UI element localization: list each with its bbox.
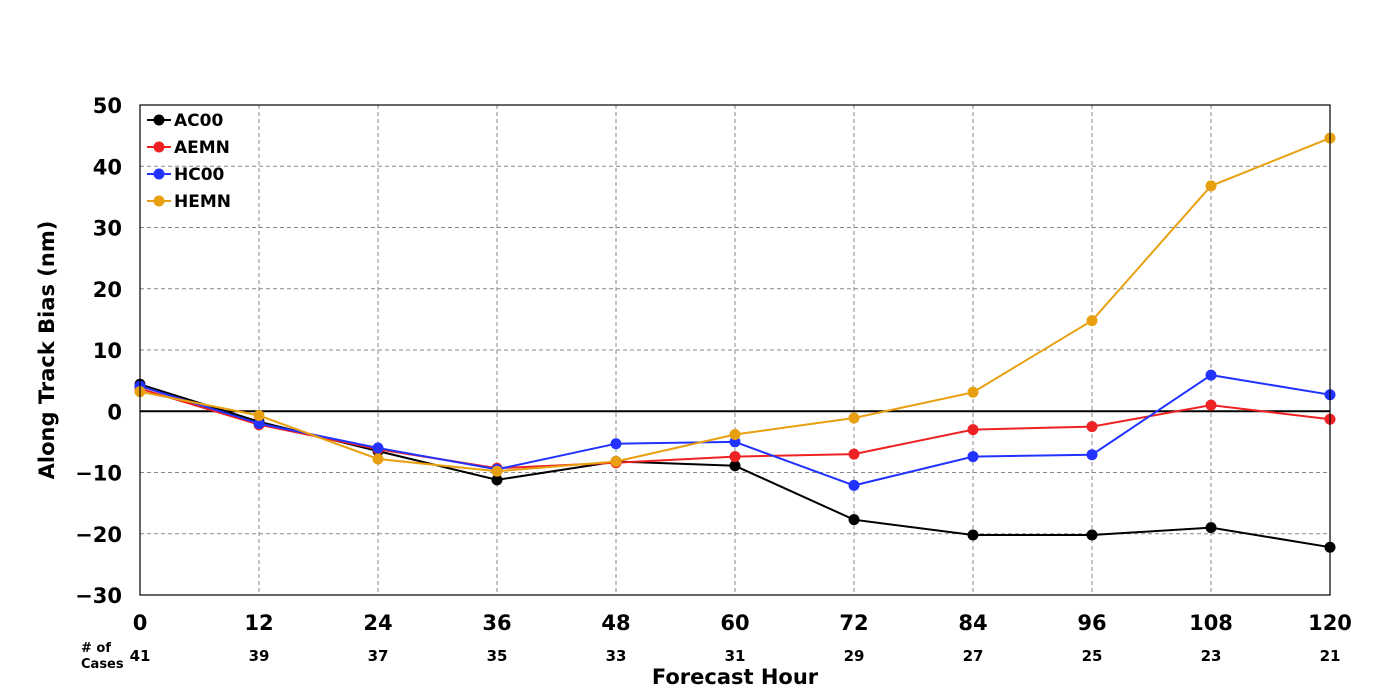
legend-marker: [153, 168, 165, 180]
y-tick-label: 50: [93, 94, 122, 118]
x-axis-title: Forecast Hour: [652, 665, 819, 689]
data-point: [610, 438, 622, 450]
plot-frame: [139, 104, 1331, 596]
data-point: [1205, 180, 1217, 192]
y-axis-title: Along Track Bias (nm): [35, 221, 59, 480]
case-count-label: 25: [1082, 647, 1103, 665]
case-count-label: 33: [606, 647, 627, 665]
data-point: [491, 474, 503, 486]
x-tick-labels: 0 12 24 36 48 60 72 84 96 108 120: [133, 611, 1352, 635]
y-tick-label: 40: [93, 155, 122, 179]
legend-marker: [153, 114, 165, 126]
data-point: [372, 453, 384, 465]
x-tick-label: 84: [958, 611, 987, 635]
legend-item: HC00: [147, 165, 225, 185]
data-point: [253, 418, 265, 429]
data-point: [848, 412, 860, 424]
y-tick-label: 30: [93, 217, 122, 241]
data-point: [610, 455, 622, 467]
data-point: [967, 451, 979, 463]
legend-label: AEMN: [174, 138, 230, 158]
case-count-label: 21: [1320, 647, 1341, 665]
data-point: [1086, 529, 1098, 541]
case-count-label: 41: [130, 647, 151, 665]
x-tick-label: 108: [1189, 611, 1233, 635]
legend-label: HEMN: [174, 192, 231, 212]
data-point: [967, 529, 979, 541]
series-lines: [134, 132, 1336, 553]
y-tick-label: −30: [75, 584, 122, 608]
case-count-label: 27: [963, 647, 984, 665]
data-point: [253, 410, 265, 422]
x-tick-label: 96: [1077, 611, 1106, 635]
data-point: [1205, 369, 1217, 381]
case-count-label: 35: [487, 647, 508, 665]
legend-item: AEMN: [147, 138, 230, 158]
legend: AC00 AEMN HC00 HEMN: [147, 111, 231, 212]
case-count-labels: 41 39 37 35 33 31 29 27 25 23 21: [130, 647, 1341, 665]
y-tick-label: −20: [75, 523, 122, 547]
series-hemn: [134, 132, 1336, 477]
data-point: [729, 460, 741, 472]
y-tick-label: 0: [107, 400, 122, 424]
data-point: [1205, 522, 1217, 534]
x-tick-label: 36: [482, 611, 511, 635]
legend-label: HC00: [174, 165, 225, 185]
data-point: [848, 448, 860, 460]
x-tick-label: 48: [601, 611, 630, 635]
case-count-label: 29: [844, 647, 865, 665]
case-count-label: 23: [1201, 647, 1222, 665]
y-tick-labels: 50 40 30 20 10 0 −10 −20 −30: [75, 94, 122, 608]
legend-marker: [153, 195, 165, 207]
legend-label: AC00: [174, 111, 223, 131]
x-tick-label: 72: [839, 611, 868, 635]
legend-marker: [153, 141, 165, 153]
data-point: [1086, 449, 1098, 461]
x-tick-label: 0: [133, 611, 148, 635]
y-tick-label: 20: [93, 278, 122, 302]
cases-title-line1: # of: [81, 641, 111, 656]
data-point: [1086, 421, 1098, 433]
data-point: [967, 386, 979, 398]
data-point: [848, 479, 860, 491]
case-count-label: 39: [249, 647, 270, 665]
cases-title-line2: Cases: [81, 657, 124, 672]
x-tick-label: 24: [363, 611, 392, 635]
data-point: [967, 424, 979, 436]
data-point: [1205, 399, 1217, 411]
legend-item: AC00: [147, 111, 223, 131]
data-point: [372, 442, 384, 454]
y-tick-label: 10: [93, 339, 122, 363]
legend-item: HEMN: [147, 192, 231, 212]
case-count-label: 37: [368, 647, 389, 665]
data-point: [1086, 315, 1098, 327]
x-tick-label: 12: [244, 611, 273, 635]
case-count-label: 31: [725, 647, 746, 665]
data-point: [491, 465, 503, 477]
x-tick-label: 120: [1308, 611, 1352, 635]
grid: [139, 104, 1331, 596]
data-point: [729, 429, 741, 441]
x-tick-label: 60: [720, 611, 749, 635]
data-point: [729, 451, 741, 463]
data-point: [848, 514, 860, 526]
y-tick-label: −10: [75, 462, 122, 486]
